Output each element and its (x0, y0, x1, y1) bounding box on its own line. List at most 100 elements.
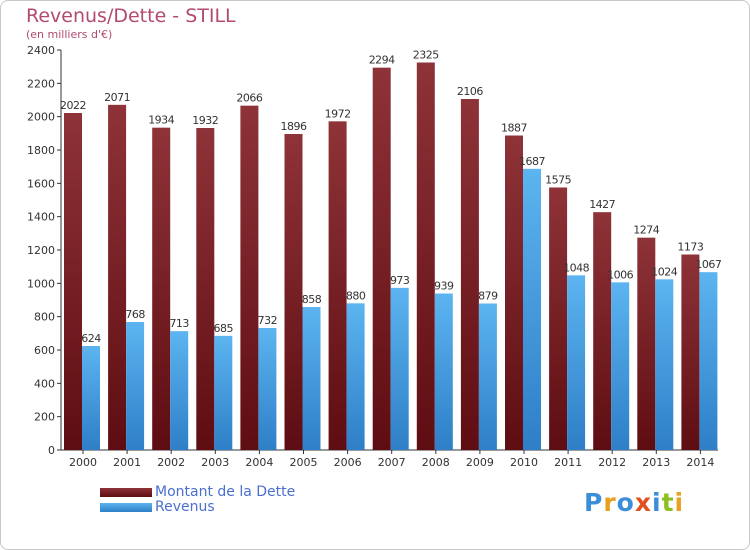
data-label: 879 (478, 290, 498, 303)
data-label: 624 (81, 332, 101, 345)
data-label: 768 (125, 308, 145, 321)
x-tick-label: 2004 (245, 456, 273, 469)
data-label: 2066 (236, 92, 262, 105)
chart-bars (64, 62, 718, 451)
x-tick-label: 2014 (686, 456, 714, 469)
x-tick-label: 2012 (598, 456, 626, 469)
data-label: 1575 (545, 174, 571, 187)
bar-revenus (699, 272, 718, 450)
data-label: 1972 (325, 107, 351, 120)
x-tick-label: 2011 (554, 456, 582, 469)
bar-dette (152, 127, 171, 451)
bar-revenus (611, 282, 630, 450)
bar-revenus (567, 275, 586, 450)
bar-dette (372, 67, 391, 451)
x-tick-label: 2009 (466, 456, 494, 469)
y-tick-label: 400 (34, 377, 55, 390)
bar-revenus (82, 346, 100, 450)
data-label: 685 (214, 322, 234, 335)
data-label: 1006 (607, 268, 633, 281)
legend-swatch-debt (100, 488, 152, 497)
bar-dette (549, 187, 568, 450)
chart-subtitle: (en milliers d'€) (26, 28, 113, 41)
data-label: 1932 (192, 114, 218, 127)
data-label: 1048 (563, 261, 589, 274)
data-label: 1934 (148, 114, 174, 127)
bar-dette (505, 135, 523, 450)
x-tick-label: 2007 (378, 456, 406, 469)
bar-revenus (170, 331, 189, 450)
bar-revenus (655, 279, 674, 450)
x-tick-label: 2000 (69, 456, 97, 469)
y-tick-label: 800 (34, 311, 55, 324)
bar-dette (416, 62, 435, 450)
data-label: 1173 (677, 241, 703, 254)
legend-label-revenus: Revenus (155, 499, 215, 515)
data-label: 732 (258, 314, 278, 327)
data-label: 2325 (413, 49, 439, 62)
data-label: 1887 (501, 122, 527, 135)
y-tick-label: 0 (48, 444, 55, 457)
bar-dette (196, 128, 215, 450)
bar-dette (108, 104, 127, 450)
proxiti-logo: Proxiti (584, 488, 685, 517)
bar-dette (240, 105, 259, 451)
bar-revenus (126, 322, 145, 450)
chart-title: Revenus/Dette - STILL (26, 5, 236, 27)
y-tick-label: 2200 (27, 77, 55, 90)
data-label: 713 (169, 317, 189, 330)
data-label: 1024 (651, 265, 677, 278)
bar-revenus (434, 293, 453, 450)
data-label: 2106 (457, 85, 483, 98)
bar-dette (64, 113, 82, 450)
bar-dette (637, 237, 656, 450)
x-tick-label: 2003 (201, 456, 229, 469)
data-label: 880 (346, 289, 366, 302)
bar-revenus (390, 287, 409, 450)
bar-dette (593, 212, 612, 450)
y-tick-label: 1800 (27, 144, 55, 157)
data-label: 2071 (104, 91, 130, 104)
chart-axes: 0 200 400 600 800 1000 1200 1400 1600 1800 2000 220… (27, 44, 718, 469)
bar-dette (681, 254, 700, 450)
bar-revenus (302, 307, 321, 450)
x-tick-label: 2010 (510, 456, 538, 469)
y-tick-label: 1600 (27, 177, 55, 190)
x-tick-label: 2001 (113, 456, 141, 469)
data-label: 1687 (519, 155, 545, 168)
x-tick-label: 2008 (422, 456, 450, 469)
legend-item-debt: Montant de la Dette (100, 484, 400, 501)
y-tick-label: 2000 (27, 111, 55, 124)
data-label: 2294 (369, 54, 395, 67)
x-tick-label: 2002 (157, 456, 185, 469)
chart-labels: 2022 2071 1934 1932 2066 1896 1972 2294 2325 2106… (60, 49, 722, 346)
bar-revenus (478, 303, 497, 450)
x-tick-label: 2013 (642, 456, 670, 469)
bar-revenus (346, 303, 365, 450)
legend-item-revenus: Revenus (100, 499, 400, 516)
bar-dette (460, 99, 479, 450)
legend-swatch-revenus (100, 503, 152, 512)
x-tick-label: 2006 (334, 456, 362, 469)
bar-dette (328, 121, 347, 450)
data-label: 1896 (281, 120, 307, 133)
y-tick-label: 2400 (27, 44, 55, 57)
data-label: 858 (302, 293, 322, 306)
y-tick-label: 1200 (27, 244, 55, 257)
legend-label-debt: Montant de la Dette (155, 484, 296, 500)
bar-dette (284, 134, 303, 450)
data-label: 939 (434, 280, 454, 293)
bar-revenus (523, 168, 541, 451)
bar-revenus (258, 328, 277, 450)
data-label: 2022 (60, 99, 86, 112)
bar-revenus (214, 335, 233, 450)
y-tick-label: 200 (34, 411, 55, 424)
data-label: 1067 (695, 258, 721, 271)
x-tick-label: 2005 (290, 456, 318, 469)
y-tick-label: 1000 (27, 277, 55, 290)
data-label: 1427 (589, 198, 615, 211)
data-label: 973 (390, 274, 410, 287)
data-label: 1274 (633, 224, 659, 237)
y-tick-label: 1400 (27, 211, 55, 224)
